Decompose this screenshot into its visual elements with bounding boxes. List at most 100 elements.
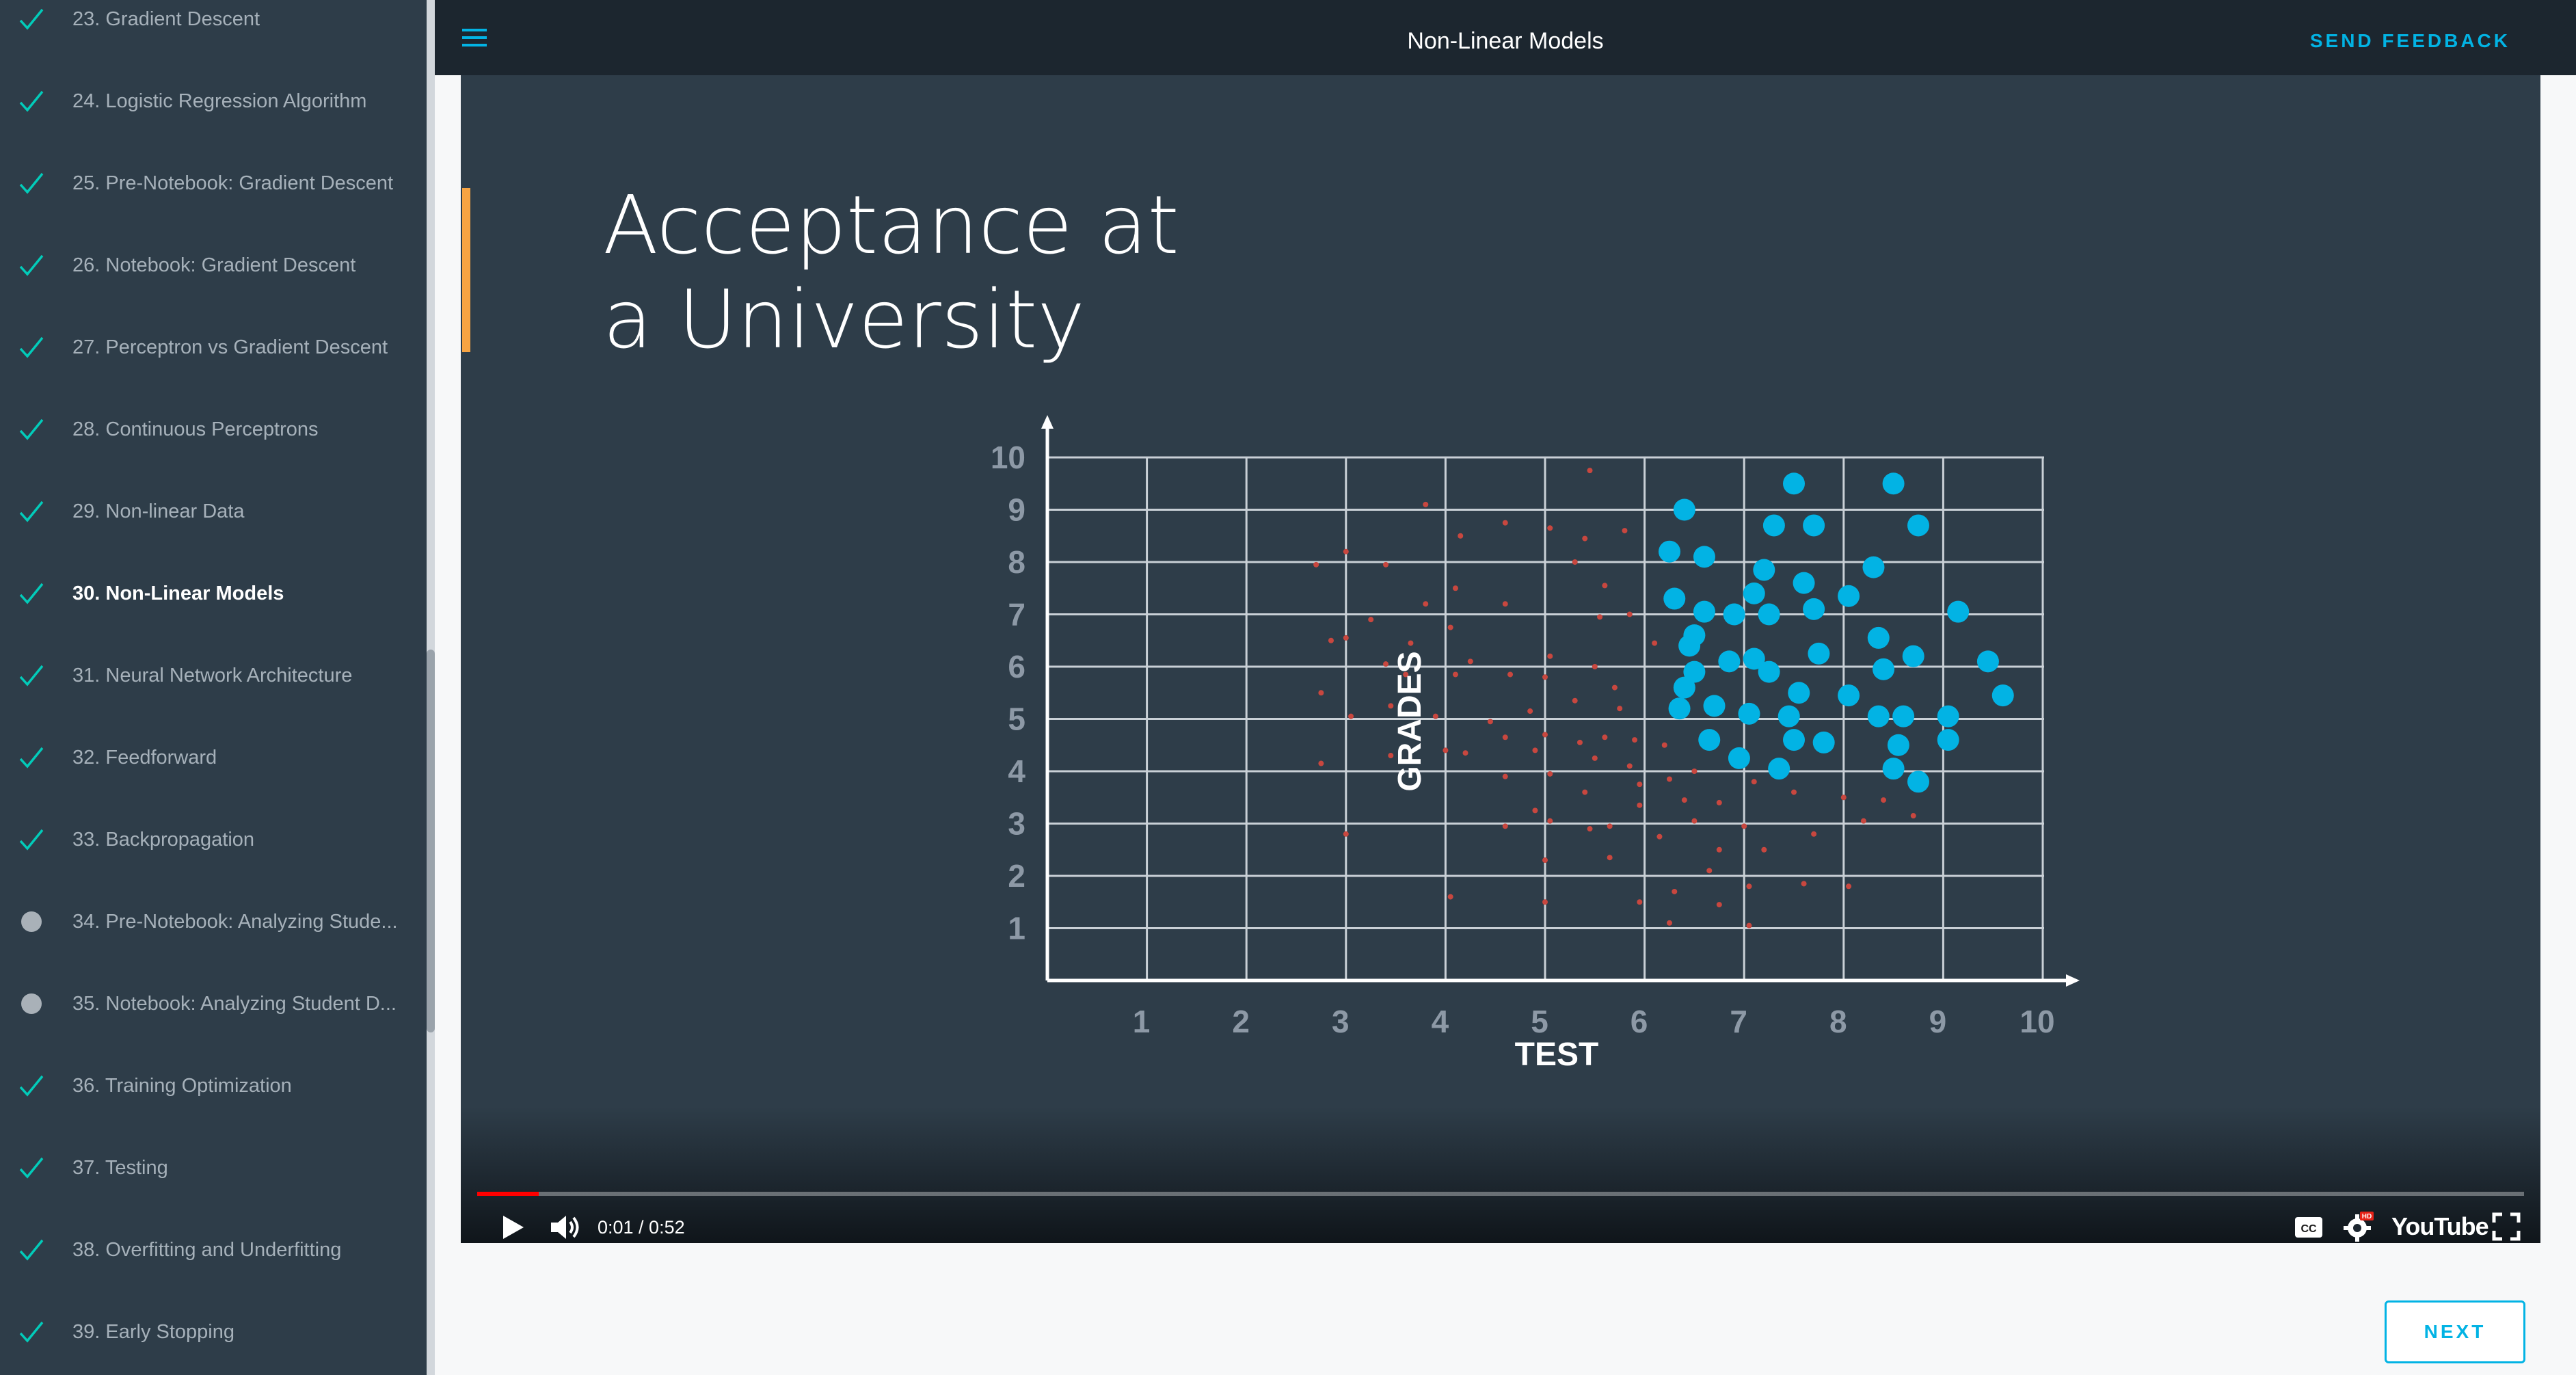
rejected-point bbox=[1542, 857, 1548, 864]
sidebar-lesson-label: 29. Non-linear Data bbox=[72, 500, 245, 522]
slide-title-line-1: Acceptance at bbox=[603, 178, 1179, 272]
closed-captions-icon[interactable]: CC bbox=[2293, 1213, 2324, 1242]
accepted-point bbox=[1991, 684, 2014, 707]
rejected-point bbox=[1502, 773, 1508, 779]
accepted-point bbox=[1678, 635, 1701, 657]
sidebar-lesson-item[interactable]: 29. Non-linear Data bbox=[0, 470, 427, 552]
rejected-point bbox=[1652, 640, 1658, 646]
scatter-chart: 1 2 3 4 5 6 7 8 9 10 1 2 3 4 5 6 7 8 9 10 TEST GRADES bbox=[991, 415, 2080, 1073]
hd-badge: HD bbox=[2362, 1213, 2372, 1220]
accepted-point bbox=[1673, 498, 1695, 521]
y-tick-label: 9 bbox=[1008, 492, 1025, 528]
rejected-point bbox=[1746, 922, 1752, 929]
accepted-point bbox=[1803, 514, 1825, 537]
y-tick-label: 2 bbox=[1008, 858, 1025, 894]
checkmark-icon bbox=[19, 500, 44, 522]
x-axis-label: TEST bbox=[1515, 1037, 1599, 1073]
x-tick-label: 7 bbox=[1730, 1004, 1747, 1039]
accepted-point bbox=[1947, 600, 1970, 623]
sidebar-lesson-item[interactable]: 23. Gradient Descent bbox=[0, 0, 427, 60]
x-tick-label: 4 bbox=[1432, 1004, 1449, 1039]
rejected-point bbox=[1910, 813, 1916, 819]
rejected-point bbox=[1592, 755, 1598, 761]
time-display: 0:01 / 0:52 bbox=[598, 1217, 685, 1238]
next-button[interactable]: NEXT bbox=[2385, 1300, 2525, 1363]
rejected-point bbox=[1716, 902, 1722, 908]
video-progress-bar[interactable] bbox=[477, 1192, 2524, 1196]
sidebar-lesson-item[interactable]: 28. Continuous Perceptrons bbox=[0, 388, 427, 470]
rejected-point bbox=[1348, 713, 1354, 719]
sidebar-lesson-item[interactable]: 25. Pre-Notebook: Gradient Descent bbox=[0, 142, 427, 224]
y-axis-label: GRADES bbox=[1392, 651, 1428, 791]
top-bar: Non-Linear Models SEND FEEDBACK bbox=[435, 0, 2576, 75]
sidebar-lesson-item[interactable]: 26. Notebook: Gradient Descent bbox=[0, 224, 427, 306]
accepted-point bbox=[1976, 650, 1999, 673]
youtube-logo[interactable]: YouTube bbox=[2391, 1212, 2489, 1240]
sidebar-lesson-item[interactable]: 37. Testing bbox=[0, 1127, 427, 1209]
sidebar-lesson-label: 26. Notebook: Gradient Descent bbox=[72, 254, 356, 276]
sidebar-lesson-label: 39. Early Stopping bbox=[72, 1320, 234, 1343]
rejected-point bbox=[1617, 706, 1623, 712]
chart-points bbox=[1313, 468, 2014, 929]
fullscreen-icon[interactable] bbox=[2491, 1212, 2521, 1242]
sidebar-lesson-item[interactable]: 36. Training Optimization bbox=[0, 1045, 427, 1127]
checkmark-icon bbox=[19, 1075, 44, 1097]
rejected-point bbox=[1751, 779, 1757, 785]
rejected-point bbox=[1542, 732, 1548, 738]
sidebar-lesson-label: 28. Continuous Perceptrons bbox=[72, 418, 319, 440]
rejected-point bbox=[1502, 520, 1508, 526]
sidebar-lesson-item[interactable]: 35. Notebook: Analyzing Student D... bbox=[0, 963, 427, 1045]
rejected-point bbox=[1507, 671, 1514, 678]
rejected-point bbox=[1607, 855, 1613, 861]
settings-gear-icon[interactable]: HD bbox=[2342, 1210, 2375, 1243]
rejected-point bbox=[1343, 831, 1349, 837]
rejected-point bbox=[1607, 823, 1613, 829]
rejected-point bbox=[1318, 690, 1324, 696]
rejected-point bbox=[1761, 846, 1767, 853]
checkmark-icon bbox=[19, 1321, 44, 1343]
hamburger-menu-icon[interactable] bbox=[462, 27, 487, 48]
x-axis-arrow bbox=[2066, 974, 2080, 987]
rejected-point bbox=[1691, 769, 1698, 774]
y-axis-arrow bbox=[1041, 415, 1054, 429]
y-tick-label: 7 bbox=[1008, 597, 1025, 632]
checkmark-icon bbox=[19, 418, 44, 440]
rejected-point bbox=[1447, 624, 1453, 630]
x-tick-label: 2 bbox=[1232, 1004, 1250, 1039]
chart-tick-labels: 1 2 3 4 5 6 7 8 9 10 1 2 3 4 5 6 7 8 9 10 bbox=[991, 440, 2055, 1039]
play-icon[interactable] bbox=[495, 1210, 529, 1243]
sidebar-lesson-item[interactable]: 32. Feedforward bbox=[0, 717, 427, 799]
sidebar-lesson-item[interactable]: 27. Perceptron vs Gradient Descent bbox=[0, 306, 427, 388]
sidebar-lesson-item[interactable]: 31. Neural Network Architecture bbox=[0, 635, 427, 717]
accepted-point bbox=[1698, 729, 1721, 751]
send-feedback-link[interactable]: SEND FEEDBACK bbox=[2309, 30, 2510, 51]
sidebar-lesson-item[interactable]: 33. Backpropagation bbox=[0, 799, 427, 881]
y-tick-label: 10 bbox=[991, 440, 1025, 475]
rejected-point bbox=[1667, 920, 1672, 926]
volume-icon[interactable] bbox=[548, 1210, 584, 1243]
x-tick-label: 6 bbox=[1631, 1004, 1648, 1039]
rejected-point bbox=[1691, 818, 1698, 824]
rejected-point bbox=[1542, 899, 1548, 905]
rejected-point bbox=[1343, 635, 1349, 641]
accepted-point bbox=[1803, 598, 1825, 620]
rejected-point bbox=[1487, 719, 1493, 725]
y-tick-label: 8 bbox=[1008, 544, 1025, 580]
sidebar-lesson-item[interactable]: 30. Non-Linear Models bbox=[0, 552, 427, 635]
rejected-point bbox=[1656, 833, 1663, 840]
sidebar-lesson-item[interactable]: 34. Pre-Notebook: Analyzing Stude... bbox=[0, 881, 427, 963]
svg-text:CC: CC bbox=[2300, 1223, 2317, 1235]
sidebar-lesson-item[interactable]: 24. Logistic Regression Algorithm bbox=[0, 60, 427, 142]
x-tick-label: 5 bbox=[1531, 1004, 1548, 1039]
sidebar-lesson-item[interactable]: 39. Early Stopping bbox=[0, 1291, 427, 1373]
rejected-point bbox=[1388, 703, 1394, 709]
rejected-point bbox=[1423, 501, 1429, 507]
rejected-point bbox=[1452, 585, 1458, 591]
video-player[interactable]: Acceptance at a University 1 2 3 4 5 6 7 8 9 10 1 2… bbox=[461, 75, 2540, 1243]
rejected-point bbox=[1846, 883, 1852, 890]
sidebar-lesson-item[interactable]: 38. Overfitting and Underfitting bbox=[0, 1209, 427, 1291]
accepted-point bbox=[1788, 682, 1810, 704]
accepted-point bbox=[1937, 729, 1959, 751]
sidebar-scrollbar[interactable] bbox=[427, 650, 435, 1032]
rejected-point bbox=[1443, 747, 1449, 753]
